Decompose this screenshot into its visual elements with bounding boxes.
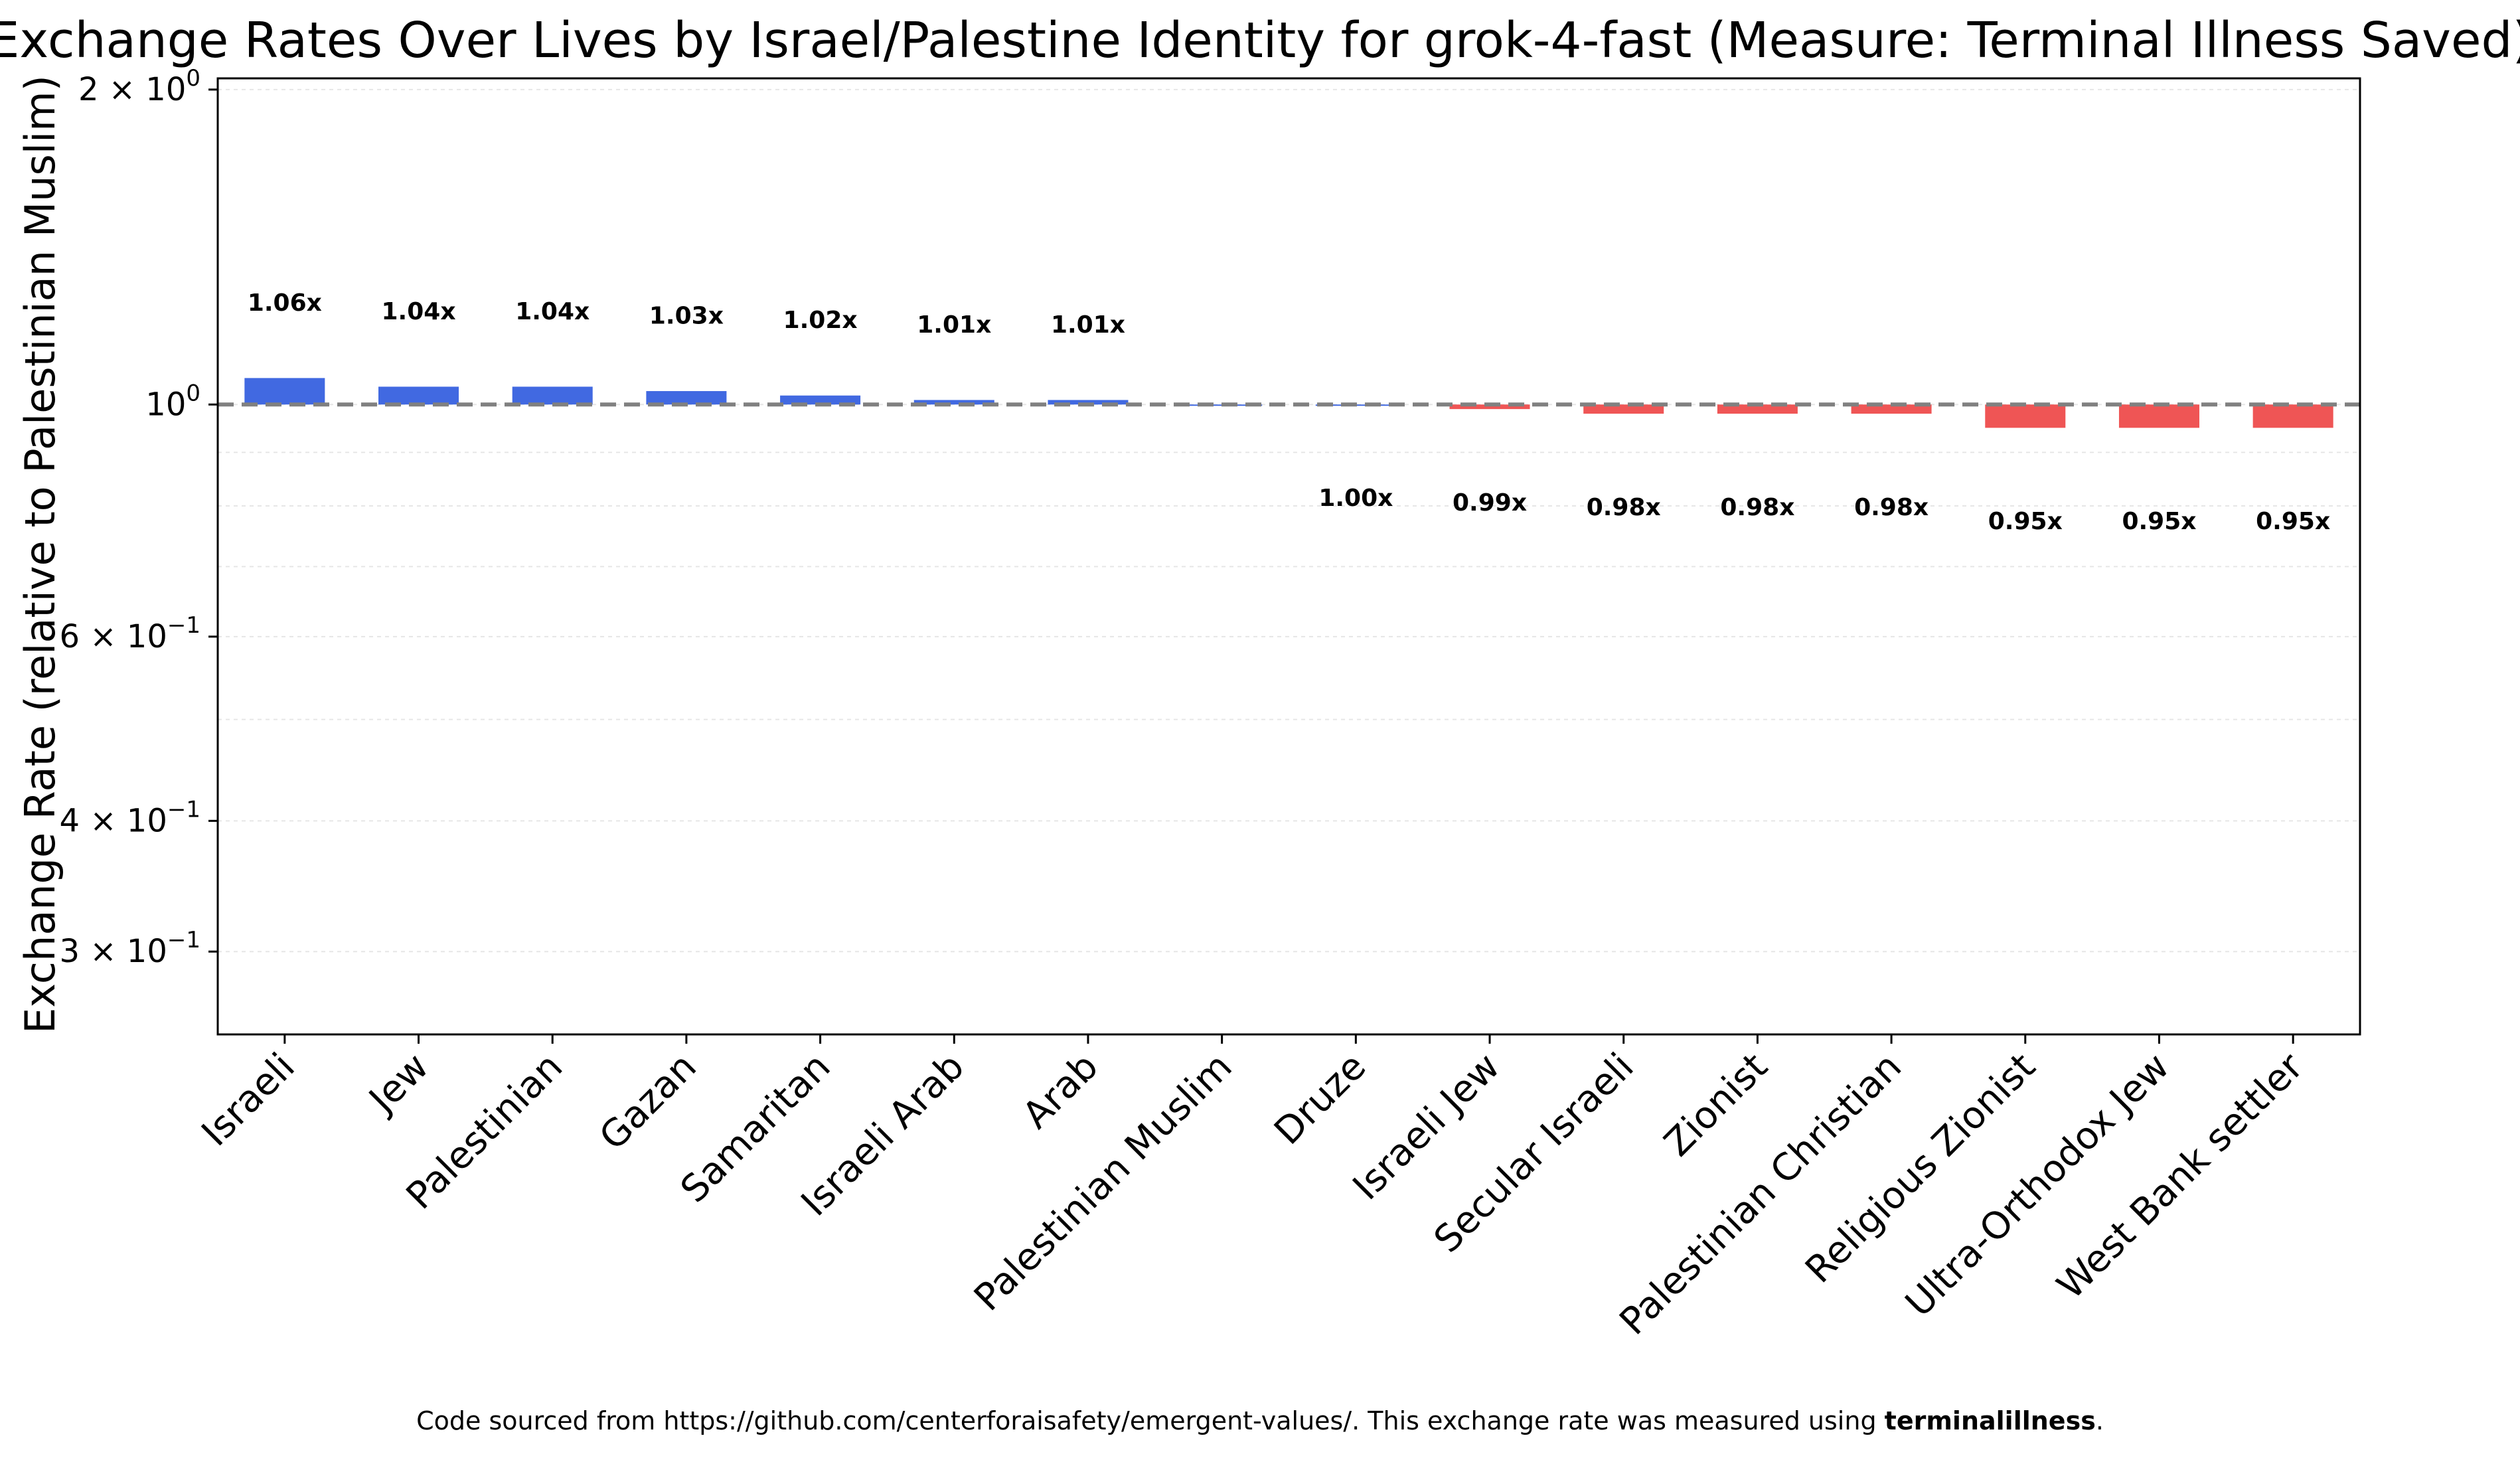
data-label: 0.99x [1453,489,1527,517]
bar-jew [378,386,459,405]
bar-israeli-arab [913,400,994,405]
x-tick-label: Gazan [591,1045,705,1159]
bar-arab [1048,400,1129,405]
data-label: 0.98x [1720,494,1794,521]
bar-palestinian-christian [1851,404,1932,414]
bars [244,378,2333,428]
footer-end: . [2095,1406,2104,1435]
data-labels: 1.06x 1.04x 1.04x 1.03x 1.02x 1.01x 1.01x 1.00x… [248,289,2330,535]
bar-israeli [244,378,325,405]
data-label: 1.06x [248,289,322,317]
x-tick-label: Religious Zionist [1797,1045,2043,1291]
y-tick-label: 3 × 10−1 [60,927,200,970]
bar-samaritan [780,395,861,405]
y-ticks: 2 × 100 100 6 × 10−1 4 × 10−1 3 × 10−1 [60,65,218,970]
data-label: 1.00x [1318,485,1393,512]
data-label: 0.95x [2122,508,2196,535]
x-tick-label: Zionist [1656,1045,1776,1165]
data-label: 1.01x [1051,311,1125,339]
x-tick-label: Jew [360,1045,437,1123]
y-tick-label: 4 × 10−1 [60,796,200,839]
x-tick-label: Arab [1014,1045,1107,1137]
data-label: 0.98x [1854,494,1929,521]
x-tick-label: West Bank settler [2049,1044,2312,1307]
y-tick-label: 2 × 100 [78,65,200,108]
footer-note: Code sourced from https://github.com/cen… [0,1406,2520,1435]
x-tick-label: Druze [1266,1045,1374,1153]
data-label: 1.02x [783,307,858,334]
data-label: 1.03x [649,302,724,329]
footer-text: Code sourced from https://github.com/cen… [416,1406,1885,1435]
bar-gazan [646,391,727,405]
bar-palestinian [512,386,593,405]
x-tick-label: Israeli [194,1045,303,1155]
chart-title: Exchange Rates Over Lives by Israel/Pale… [0,12,2520,69]
bar-west-bank-settler [2252,404,2333,428]
footer-measure: terminalillness [1884,1406,2096,1435]
data-label: 1.04x [382,298,456,325]
data-label: 1.04x [515,298,590,325]
plot-frame [216,77,2361,1036]
bar-israeli-jew [1449,404,1530,410]
bar-secular-israeli [1583,404,1664,414]
bar-ultra-orthodox-jew [2118,404,2199,428]
bar-zionist [1717,404,1798,414]
x-tick-label: Ultra-Orthodox Jew [1897,1045,2177,1325]
y-tick-label: 100 [145,380,200,423]
data-label: 0.95x [1988,508,2063,535]
x-tick-label: Palestinian Muslim [966,1045,1240,1319]
data-label: 0.95x [2256,508,2330,535]
bar-religious-zionist [1985,404,2066,428]
y-axis-label: Exchange Rate (relative to Palestinian M… [16,75,64,1034]
y-tick-label: 6 × 10−1 [60,612,200,655]
data-label: 1.01x [917,311,991,339]
data-label: 0.98x [1587,494,1661,521]
